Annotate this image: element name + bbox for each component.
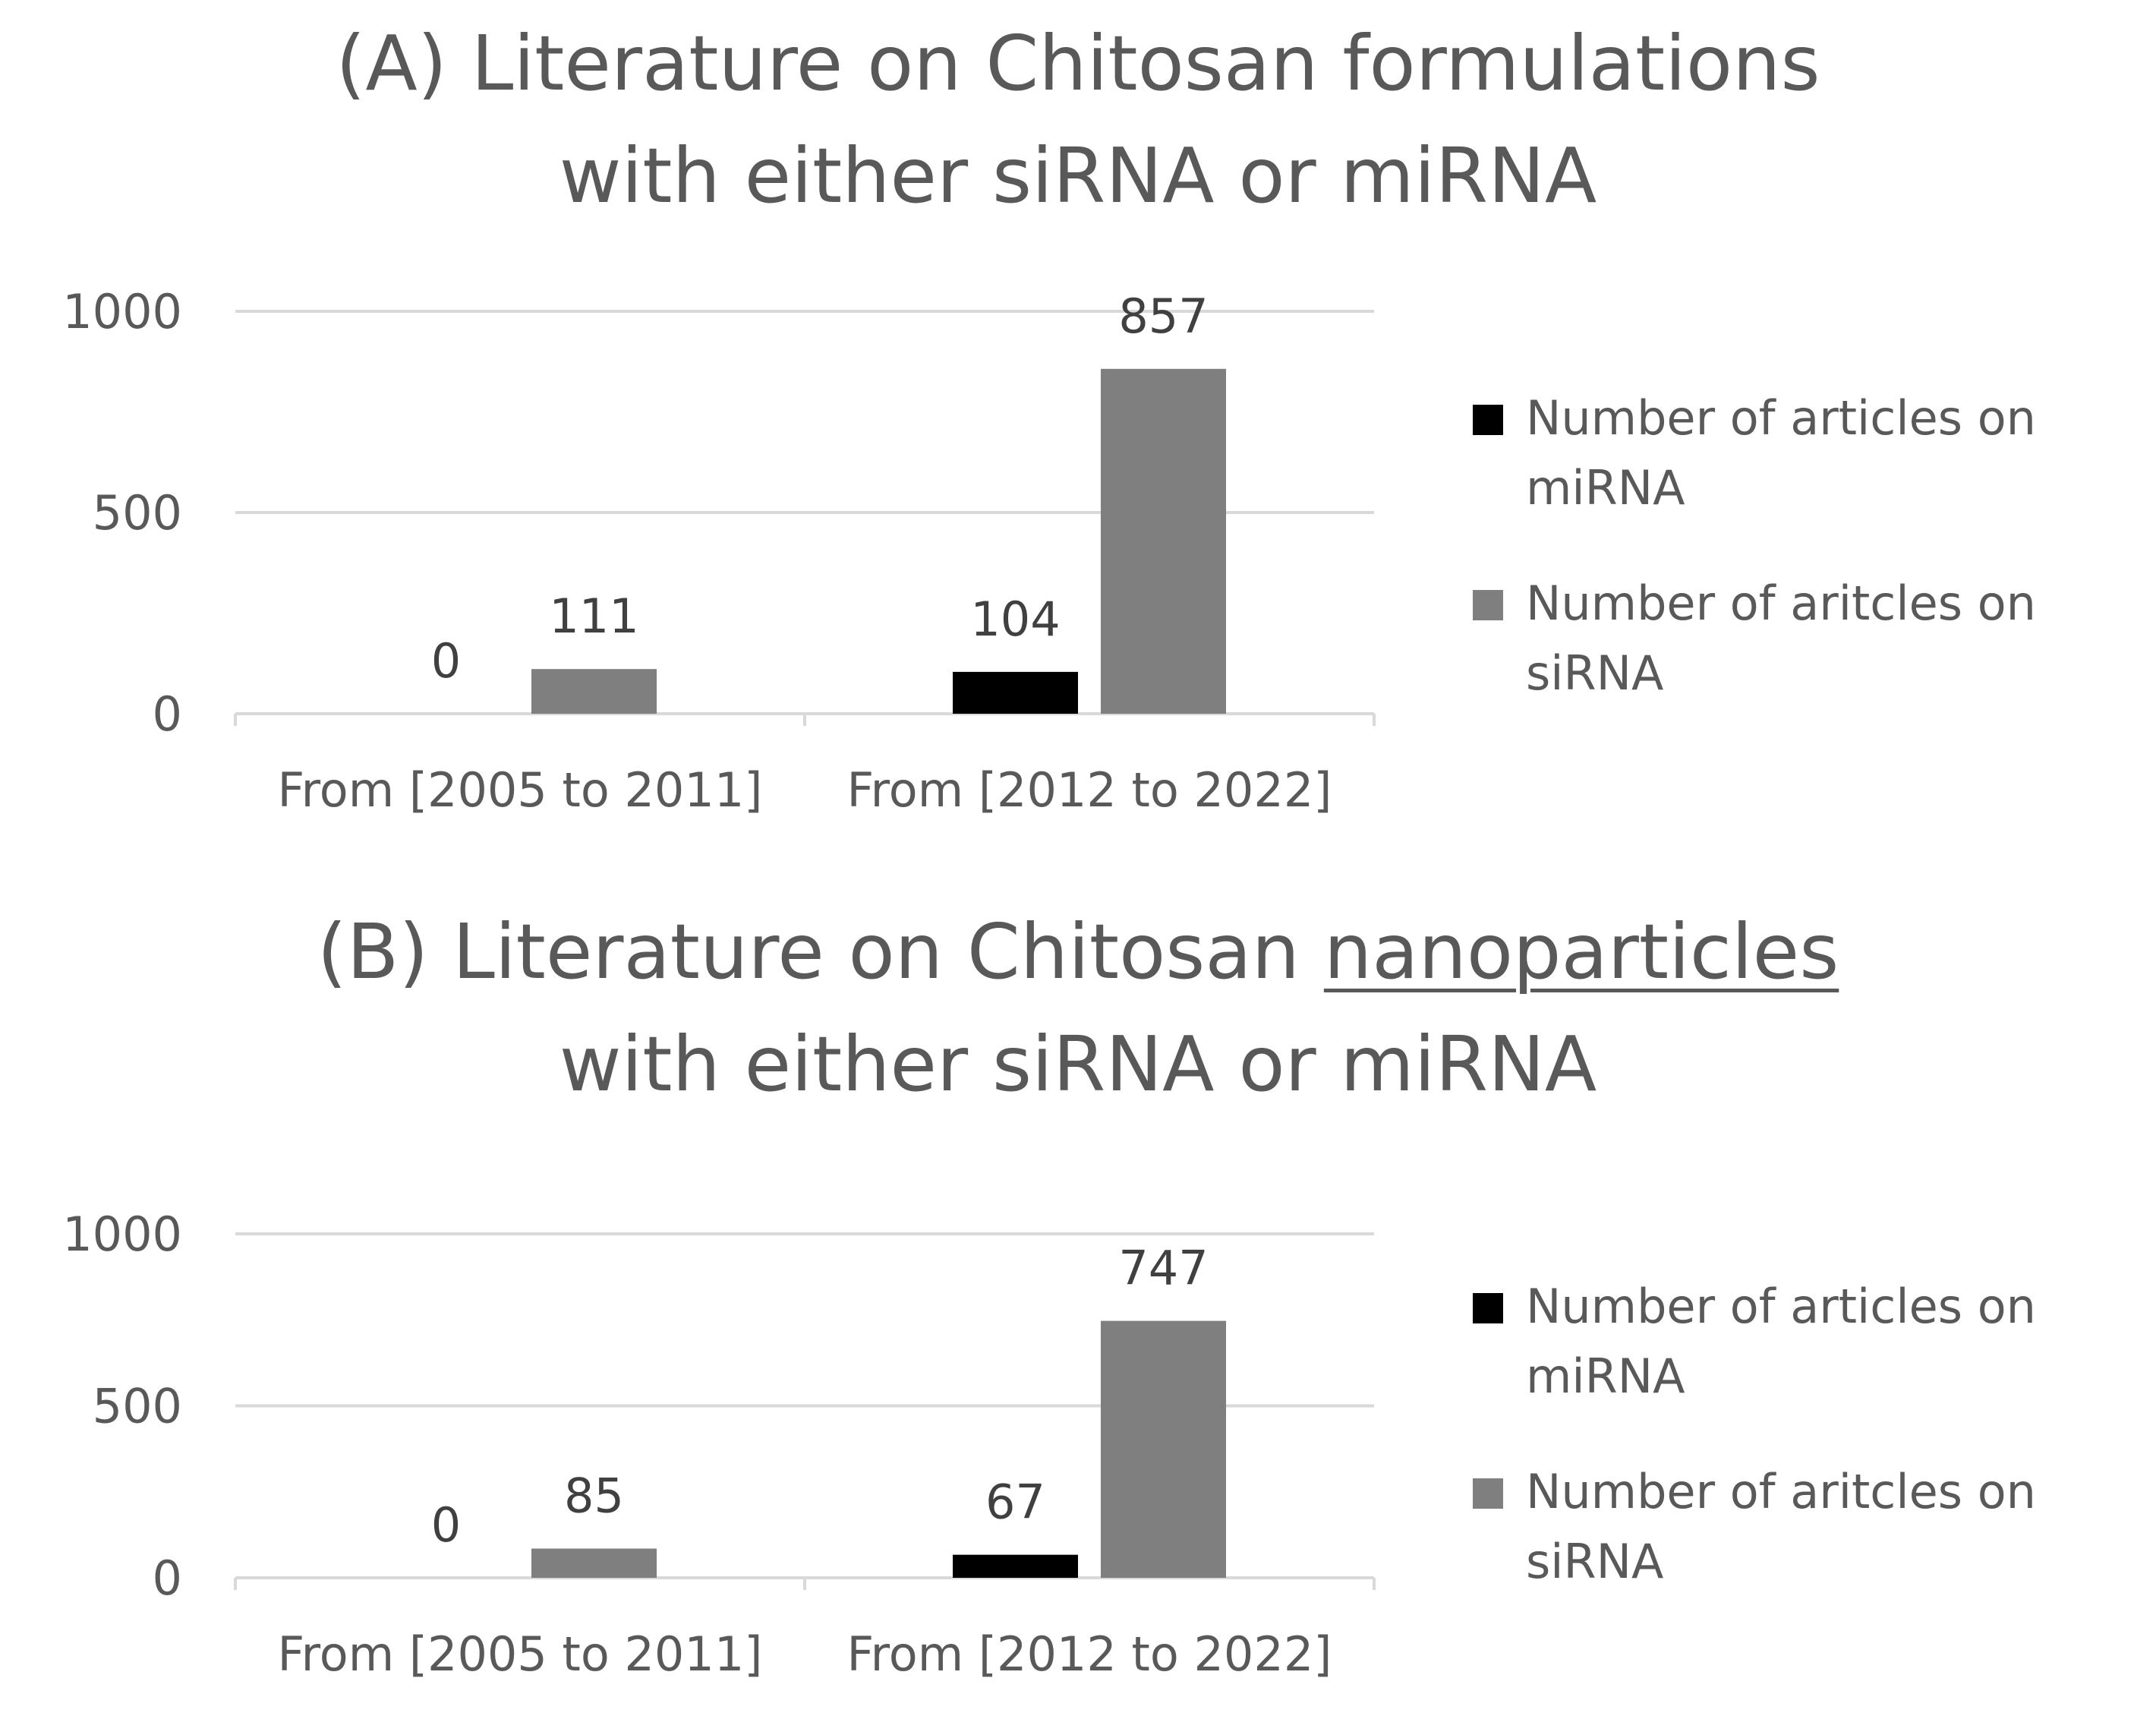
y-tick-label: 500 [93, 485, 182, 541]
title-prefix: (B) Literature on Chitosan [317, 907, 1324, 996]
title-line-1: (B) Literature on Chitosan nanoparticles [0, 896, 2156, 1008]
data-label: 67 [985, 1475, 1045, 1530]
legend-item-mirna: Number of articles on miRNA [1473, 383, 2126, 523]
data-label: 111 [549, 588, 638, 644]
legend-swatch-sirna [1473, 590, 1503, 620]
data-label: 0 [431, 633, 461, 689]
legend-swatch-mirna [1473, 405, 1503, 435]
data-label: 857 [1118, 289, 1208, 344]
data-label: 0 [431, 1497, 461, 1553]
chart-panel-b: (B) Literature on Chitosan nanoparticles… [0, 858, 2156, 1716]
x-tick-label: From [2012 to 2022] [847, 1626, 1332, 1682]
y-tick-label: 1000 [62, 1207, 182, 1262]
legend-swatch-sirna [1473, 1478, 1503, 1509]
data-label: 104 [970, 591, 1060, 647]
x-tick-label: From [2005 to 2011] [278, 1626, 763, 1682]
legend-item-mirna: Number of articles on miRNA [1473, 1272, 2126, 1412]
bar [953, 1554, 1078, 1578]
bar [1101, 368, 1226, 714]
title-prefix: (A) Literature on Chitosan [336, 19, 1343, 108]
title-emphasis: nanoparticles [1323, 907, 1839, 996]
x-tick-label: From [2012 to 2022] [847, 762, 1332, 818]
legend-item-sirna: Number of aritcles on siRNA [1473, 569, 2126, 708]
legend: Number of articles on miRNA Number of ar… [1473, 383, 2126, 754]
y-tick-label: 0 [153, 686, 182, 742]
title-emphasis: formulations [1342, 19, 1820, 108]
y-tick-label: 0 [153, 1550, 182, 1606]
bar [531, 1548, 657, 1578]
data-label: 747 [1118, 1241, 1208, 1296]
chart-title: (A) Literature on Chitosan formulations … [0, 8, 2156, 232]
bar [953, 671, 1078, 714]
bar [1101, 1320, 1226, 1578]
legend-label-mirna: Number of articles on miRNA [1526, 390, 2036, 516]
title-line-1: (A) Literature on Chitosan formulations [0, 8, 2156, 120]
legend: Number of articles on miRNA Number of ar… [1473, 1272, 2126, 1642]
x-tick-label: From [2005 to 2011] [278, 762, 763, 818]
legend-swatch-mirna [1473, 1293, 1503, 1323]
title-line-2: with either siRNA or miRNA [559, 1020, 1597, 1109]
bar [531, 669, 657, 714]
bar-chart-a: 0 500 1000 0 111 From [2005 to 2011] 104 857 Fro… [62, 284, 1376, 818]
legend-label-sirna: Number of aritcles on siRNA [1526, 1464, 2036, 1589]
legend-label-mirna: Number of articles on miRNA [1526, 1279, 2036, 1404]
y-tick-label: 500 [93, 1379, 182, 1434]
bar-chart-b: 0 500 1000 0 85 From [2005 to 2011] 67 747 From … [62, 1207, 1376, 1682]
y-tick-label: 1000 [62, 284, 182, 339]
legend-item-sirna: Number of aritcles on siRNA [1473, 1457, 2126, 1597]
chart-title: (B) Literature on Chitosan nanoparticles… [0, 896, 2156, 1121]
data-label: 85 [564, 1468, 624, 1523]
chart-panel-a: (A) Literature on Chitosan formulations … [0, 8, 2156, 818]
title-line-2: with either siRNA or miRNA [559, 131, 1597, 220]
legend-label-sirna: Number of aritcles on siRNA [1526, 576, 2036, 701]
